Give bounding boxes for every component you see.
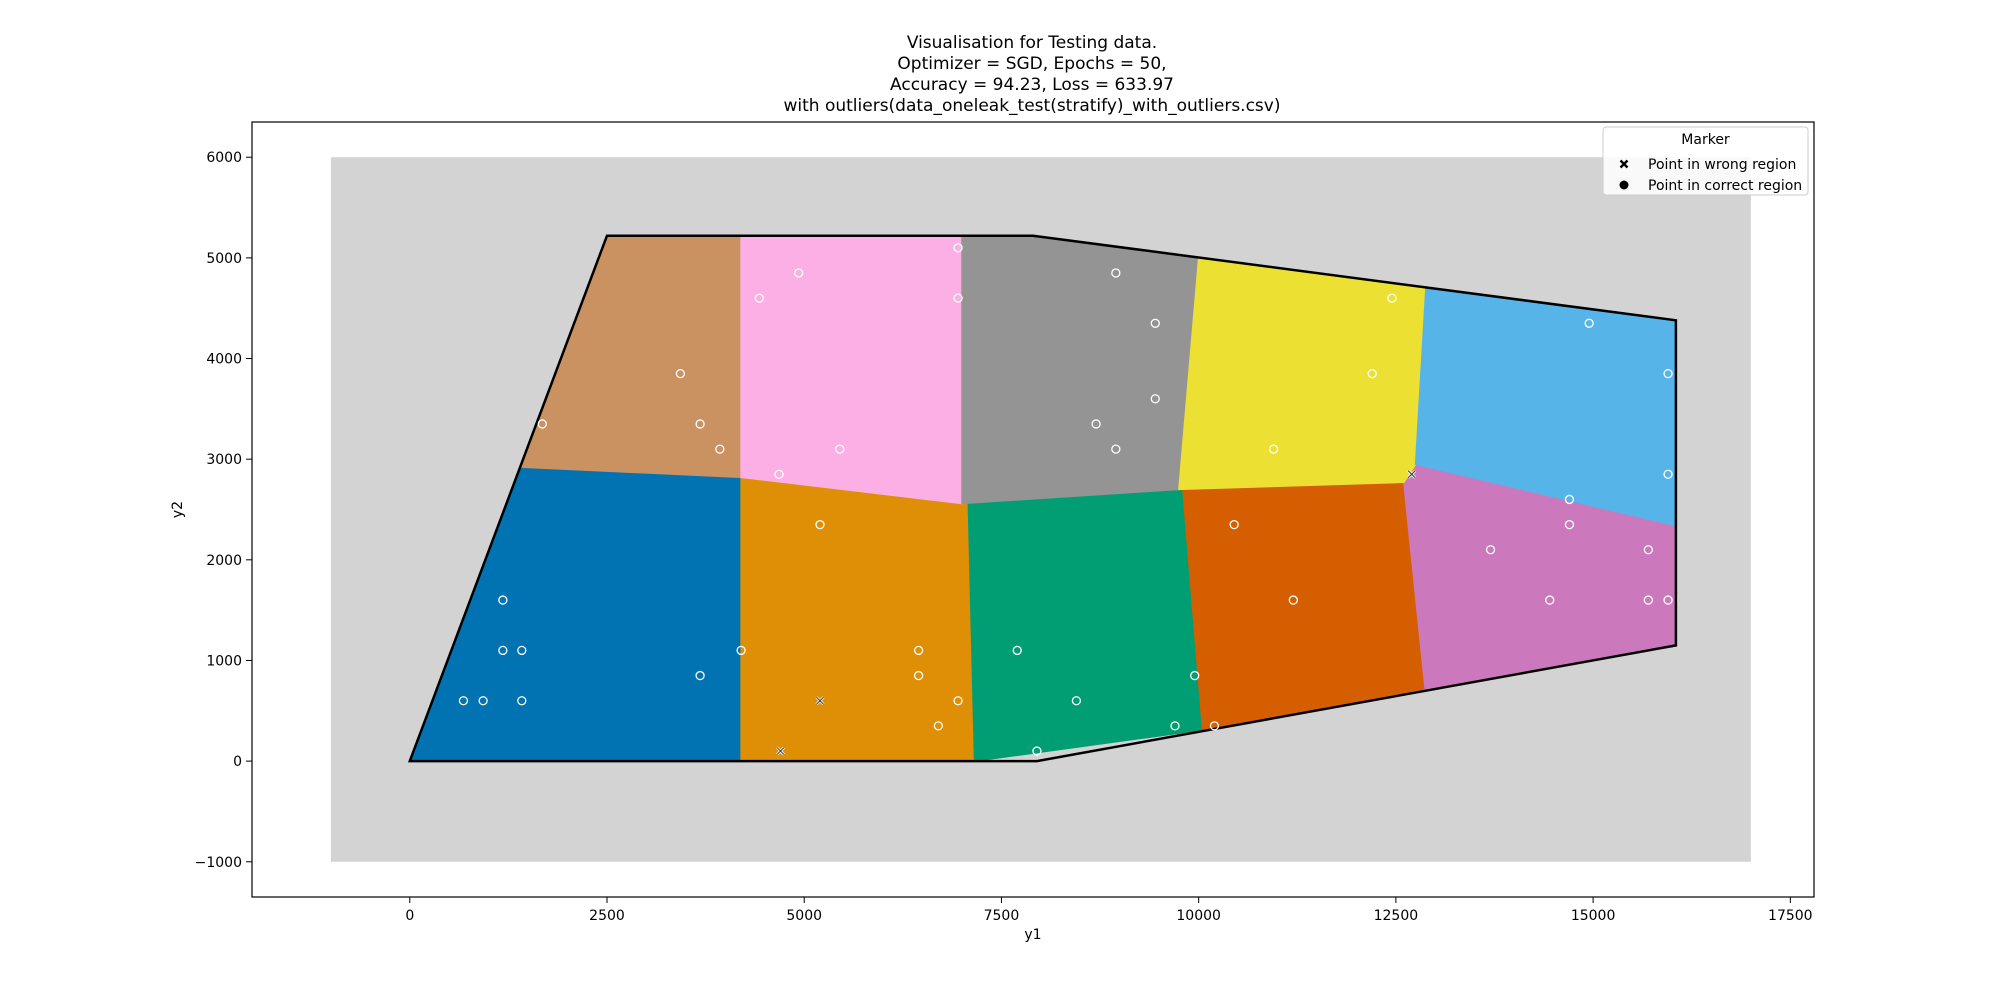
correct-point bbox=[517, 645, 527, 656]
correct-point bbox=[835, 444, 845, 454]
correct-point bbox=[1564, 519, 1575, 530]
legend-label: Point in wrong region bbox=[1648, 157, 1796, 173]
title-line: Visualisation for Testing data. bbox=[907, 33, 1157, 53]
title-line: with outliers(data_oneleak_test(stratify… bbox=[783, 96, 1280, 116]
correct-point bbox=[953, 696, 963, 706]
x-tick-label: 5000 bbox=[786, 908, 822, 924]
axes: 0 2500 5000 7500 10000 12500 15000 17500 −1000 0 1… bbox=[170, 121, 1815, 943]
wrong-point-core bbox=[1407, 470, 1416, 479]
correct-point bbox=[1150, 394, 1160, 404]
boundary-polygon bbox=[407, 234, 1678, 763]
correct-point bbox=[1150, 318, 1160, 328]
boundary-layer bbox=[407, 234, 1678, 763]
y-tick-label: 3000 bbox=[206, 452, 242, 468]
correct-point bbox=[1111, 444, 1121, 454]
correct-point bbox=[1545, 595, 1555, 605]
y-tick-label: 5000 bbox=[206, 251, 242, 267]
correct-point bbox=[1643, 595, 1653, 605]
x-axis-label: y1 bbox=[1024, 927, 1041, 943]
class-region bbox=[1178, 257, 1427, 491]
correct-point bbox=[1564, 494, 1575, 505]
y-tick-label: 2000 bbox=[206, 553, 242, 569]
y-tick-label: −1000 bbox=[195, 855, 242, 871]
points-layer bbox=[458, 243, 1673, 756]
wrong-point-core bbox=[816, 696, 824, 705]
correct-point bbox=[774, 469, 784, 479]
wrong-point bbox=[1407, 469, 1417, 479]
y-axis-label: y2 bbox=[170, 501, 186, 518]
legend-title: Marker bbox=[1681, 132, 1730, 148]
y-tick-label: 6000 bbox=[206, 150, 242, 166]
correct-point bbox=[953, 293, 963, 303]
correct-point bbox=[1229, 519, 1239, 530]
y-tick-label: 0 bbox=[233, 754, 242, 770]
correct-point bbox=[736, 645, 746, 656]
correct-point bbox=[1032, 746, 1042, 756]
correct-point bbox=[1071, 696, 1082, 706]
correct-point bbox=[913, 645, 924, 656]
correct-point bbox=[715, 444, 725, 454]
correct-point bbox=[498, 595, 508, 605]
region-layer bbox=[330, 157, 1751, 862]
wrong-point bbox=[776, 746, 785, 756]
correct-point bbox=[1111, 268, 1121, 278]
y-tick-label: 1000 bbox=[206, 653, 242, 669]
legend-box bbox=[1602, 126, 1809, 196]
correct-point bbox=[1584, 318, 1594, 328]
correct-point bbox=[517, 696, 527, 706]
correct-point bbox=[1663, 469, 1673, 479]
correct-point bbox=[498, 645, 508, 656]
correct-point bbox=[1367, 368, 1377, 379]
correct-point bbox=[1288, 595, 1298, 605]
correct-point bbox=[1268, 444, 1279, 454]
x-tick-label: 2500 bbox=[589, 908, 625, 924]
correct-point bbox=[1209, 721, 1220, 731]
correct-point bbox=[695, 670, 705, 681]
wrong-point-core bbox=[776, 747, 785, 755]
correct-point bbox=[1012, 645, 1022, 656]
x-tick-label: 0 bbox=[405, 908, 414, 924]
x-tick-label: 15000 bbox=[1571, 908, 1616, 924]
correct-point bbox=[1663, 368, 1673, 379]
legend: Marker Point in wrong region Point in corr… bbox=[1602, 126, 1809, 196]
correct-point bbox=[1387, 293, 1397, 303]
correct-point bbox=[933, 721, 943, 731]
x-tick-label: 7500 bbox=[984, 908, 1020, 924]
class-region bbox=[740, 234, 963, 505]
correct-point bbox=[1170, 721, 1180, 731]
correct-point bbox=[913, 670, 924, 681]
correct-point bbox=[754, 293, 764, 303]
x-tick-label: 10000 bbox=[1176, 908, 1221, 924]
correct-point bbox=[794, 268, 804, 278]
axes-frame bbox=[251, 121, 1815, 898]
legend-marker-wrong bbox=[1619, 159, 1629, 169]
correct-point bbox=[1663, 595, 1673, 605]
correct-point bbox=[815, 519, 825, 530]
correct-point bbox=[1091, 419, 1101, 429]
legend-marker-correct bbox=[1619, 180, 1629, 190]
wrong-point bbox=[815, 696, 825, 706]
title-line: Optimizer = SGD, Epochs = 50, bbox=[897, 54, 1166, 74]
correct-point bbox=[458, 696, 469, 706]
legend-label: Point in correct region bbox=[1648, 178, 1802, 194]
correct-point bbox=[537, 419, 547, 429]
chart-title: Visualisation for Testing data.Optimizer… bbox=[783, 33, 1280, 116]
class-region bbox=[961, 234, 1200, 505]
y-tick-label: 4000 bbox=[206, 352, 242, 368]
correct-point bbox=[695, 419, 705, 429]
correct-point bbox=[675, 368, 686, 379]
correct-point bbox=[1190, 670, 1200, 681]
class-region bbox=[1182, 481, 1426, 731]
class-region bbox=[967, 488, 1204, 762]
correct-point bbox=[1485, 545, 1496, 555]
correct-point bbox=[1643, 545, 1653, 555]
title-line: Accuracy = 94.23, Loss = 633.97 bbox=[890, 75, 1174, 95]
class-region bbox=[740, 476, 976, 762]
correct-point bbox=[478, 696, 488, 706]
correct-point bbox=[953, 243, 963, 253]
x-tick-label: 17500 bbox=[1768, 908, 1813, 924]
x-tick-label: 12500 bbox=[1374, 908, 1419, 924]
